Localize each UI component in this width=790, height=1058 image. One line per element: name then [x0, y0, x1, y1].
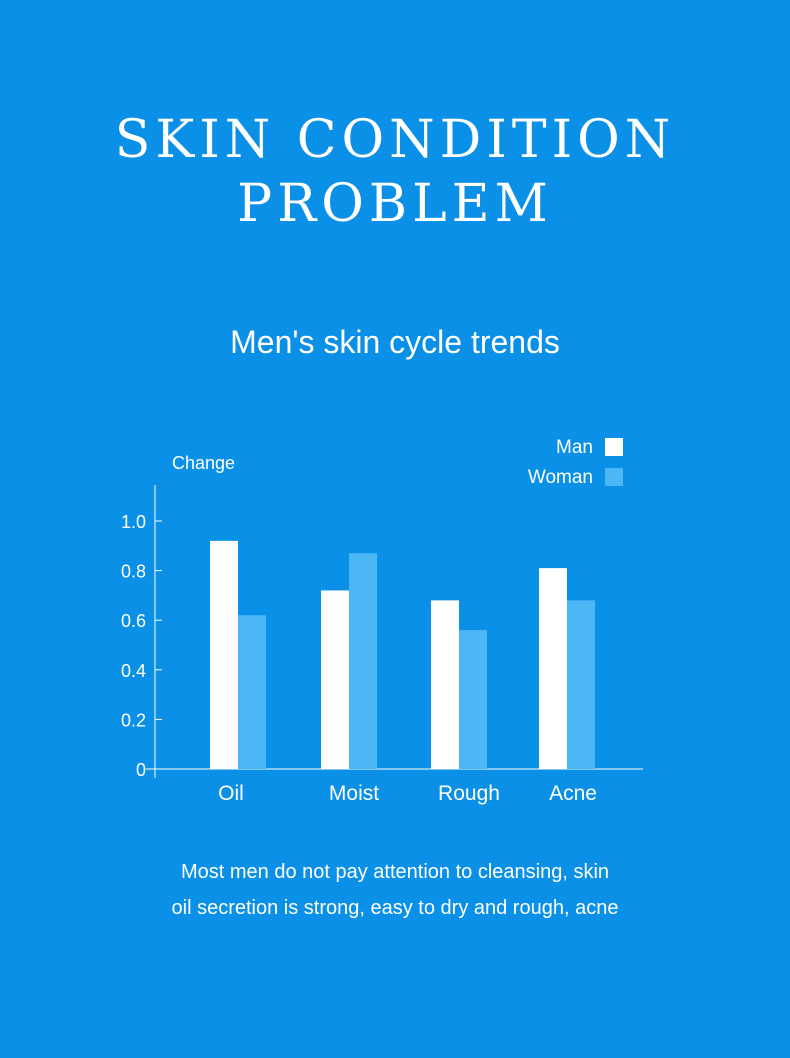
y-tick-label: 0.8	[121, 562, 146, 582]
caption-line-1: Most men do not pay attention to cleansi…	[180, 861, 610, 883]
y-axis-label: Change	[172, 453, 235, 473]
x-tick-label-moist: Moist	[329, 782, 379, 805]
caption-line-2: oil secretion is strong, easy to dry and…	[171, 897, 619, 919]
legend-label-man: Man	[556, 437, 593, 458]
x-tick-label-oil: Oil	[218, 782, 244, 805]
legend-swatch-man	[605, 438, 623, 456]
y-tick-label: 0.2	[121, 710, 146, 730]
x-tick-label-acne: Acne	[549, 782, 597, 805]
bar-man-acne	[539, 568, 567, 769]
legend: Man Woman	[528, 437, 623, 488]
y-tick-label: 0.6	[121, 611, 146, 631]
bar-woman-moist	[349, 553, 377, 769]
bar-woman-oil	[238, 615, 266, 769]
legend-label-woman: Woman	[528, 467, 593, 488]
x-tick-label-rough: Rough	[438, 782, 500, 805]
y-tick-label: 0.4	[121, 661, 146, 681]
title-line-1: SKIN CONDITION	[114, 110, 676, 170]
x-tick-labels: Oil Moist Rough Acne	[218, 782, 597, 805]
y-axis-label-group: Change	[172, 453, 235, 473]
chart-title: Men's skin cycle trends	[230, 324, 560, 360]
y-tick-label: 0	[136, 760, 146, 780]
y-ticks: 0 0.2 0.4 0.6 0.8 1.0	[121, 512, 162, 780]
y-tick-label: 1.0	[121, 512, 146, 532]
title-line-2: PROBLEM	[237, 174, 553, 234]
bar-woman-rough	[459, 630, 487, 769]
bar-woman-acne	[567, 600, 595, 769]
bar-man-oil	[210, 540, 238, 769]
bar-man-rough	[431, 600, 459, 769]
bar-man-moist	[321, 590, 349, 769]
legend-swatch-woman	[605, 468, 623, 486]
bars	[210, 540, 595, 769]
page-title: SKIN CONDITION PROBLEM	[0, 108, 790, 236]
caption: Most men do not pay attention to cleansi…	[0, 854, 790, 926]
